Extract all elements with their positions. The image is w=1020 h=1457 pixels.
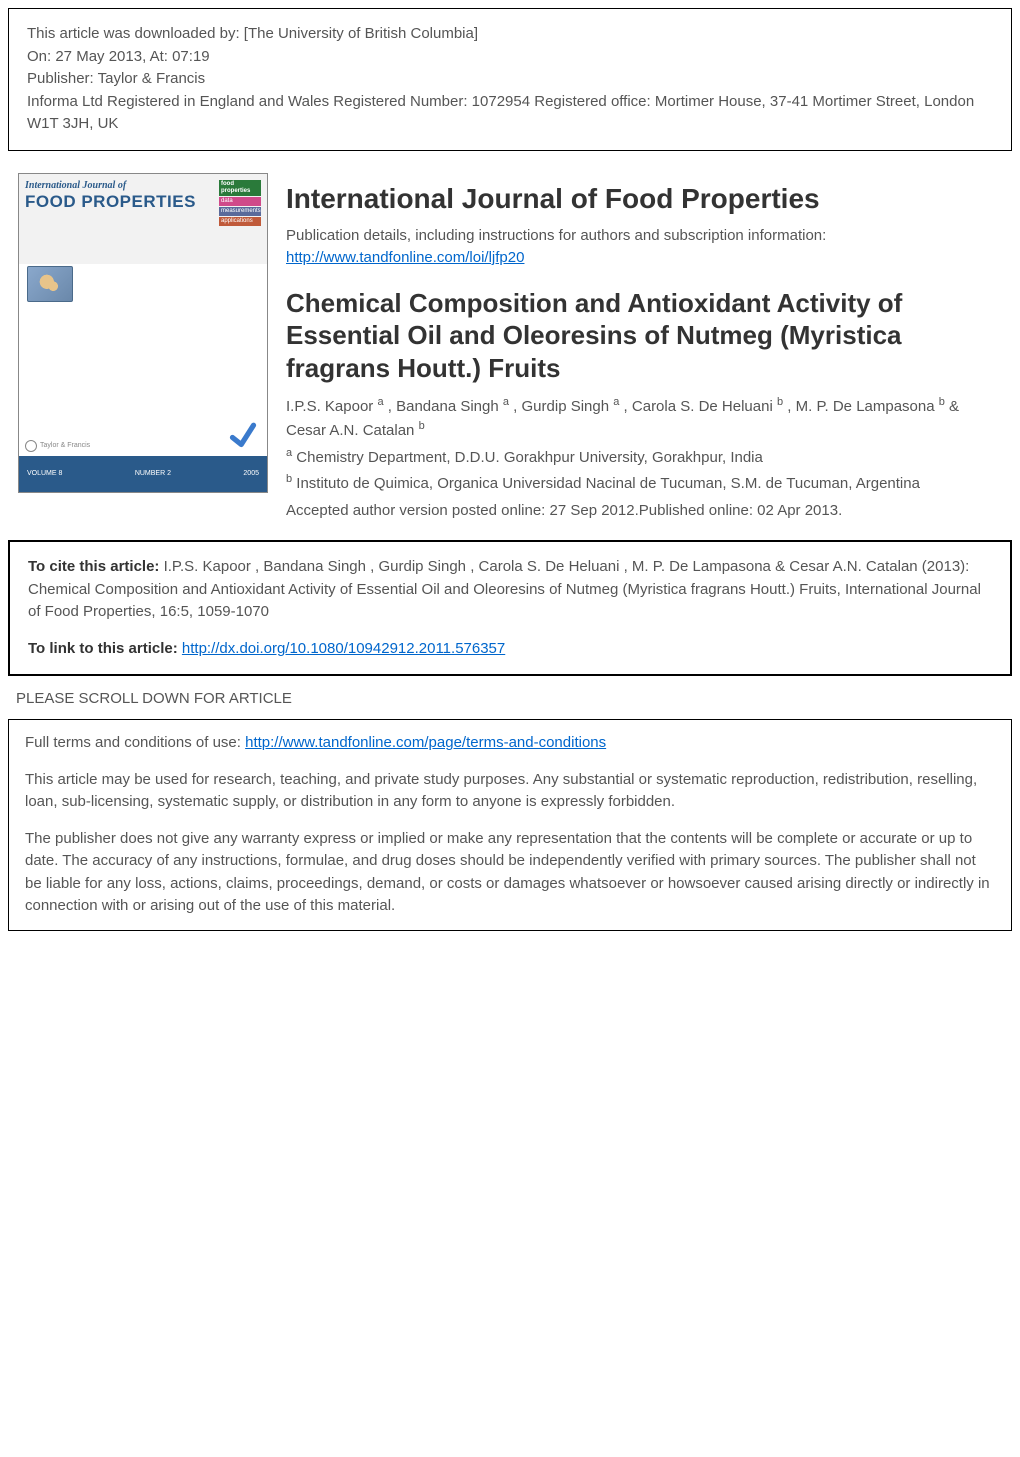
author: M. P. De Lampasona [796, 398, 935, 415]
download-line: Informa Ltd Registered in England and Wa… [27, 91, 993, 136]
author-aff: b [939, 396, 945, 408]
doi-link[interactable]: http://dx.doi.org/10.1080/10942912.2011.… [182, 640, 505, 657]
cover-volume: VOLUME 8 [27, 470, 62, 477]
journal-loi-link[interactable]: http://www.tandfonline.com/loi/ljfp20 [286, 249, 524, 266]
author-aff: a [377, 396, 383, 408]
crossmark-icon [229, 420, 257, 448]
cover-thumbnail[interactable]: International Journal of FOOD PROPERTIES… [18, 173, 268, 493]
publication-dates: Accepted author version posted online: 2… [286, 499, 1002, 522]
cover-number: NUMBER 2 [135, 470, 171, 477]
doi-link-label: To link to this article: [28, 640, 182, 657]
author-aff: b [419, 420, 425, 432]
author: Bandana Singh [396, 398, 499, 415]
terms-link[interactable]: http://www.tandfonline.com/page/terms-an… [245, 734, 606, 751]
journal-meta: International Journal of Food Properties… [286, 173, 1002, 523]
publisher-mark-icon: Taylor & Francis [25, 440, 90, 452]
journal-row: International Journal of FOOD PROPERTIES… [0, 159, 1020, 523]
cite-text: I.P.S. Kapoor , Bandana Singh , Gurdip S… [28, 558, 981, 620]
badge-line: food properties [219, 180, 261, 196]
header-box: This article was downloaded by: [The Uni… [8, 8, 1012, 151]
cover-year: 2005 [243, 470, 259, 477]
terms-paragraph: This article may be used for research, t… [25, 769, 995, 814]
author: I.P.S. Kapoor [286, 398, 373, 415]
author-aff: a [613, 396, 619, 408]
affiliation-text: Instituto de Quimica, Organica Universid… [296, 475, 920, 492]
affiliation-text: Chemistry Department, D.D.U. Gorakhpur U… [296, 449, 763, 466]
scroll-down-note: PLEASE SCROLL DOWN FOR ARTICLE [16, 690, 1004, 707]
terms-box: Full terms and conditions of use: http:/… [8, 719, 1012, 931]
affiliation-b: b Instituto de Quimica, Organica Univers… [286, 471, 1002, 495]
author-aff: b [777, 396, 783, 408]
cover-main-label: FOOD PROPERTIES [25, 192, 196, 211]
author: Cesar A.N. Catalan [286, 422, 414, 439]
download-info: This article was downloaded by: [The Uni… [9, 9, 1011, 150]
author-aff: a [503, 396, 509, 408]
author-list: I.P.S. Kapoor a , Bandana Singh a , Gurd… [286, 394, 1002, 443]
terms-line: Full terms and conditions of use: http:/… [25, 732, 995, 755]
cover-photo-icon [27, 266, 73, 302]
cite-label: To cite this article: [28, 558, 164, 575]
download-line: This article was downloaded by: [The Uni… [27, 23, 993, 46]
badge-line: measurements [219, 207, 261, 216]
download-line: Publisher: Taylor & Francis [27, 68, 993, 91]
badge-line: data [219, 197, 261, 206]
journal-pub-details: Publication details, including instructi… [286, 225, 1002, 247]
cover-footer: VOLUME 8 NUMBER 2 2005 [19, 456, 267, 492]
terms-paragraph: The publisher does not give any warranty… [25, 828, 995, 918]
journal-cover: International Journal of FOOD PROPERTIES… [18, 173, 268, 523]
article-title: Chemical Composition and Antioxidant Act… [286, 287, 1002, 385]
citation-box: To cite this article: I.P.S. Kapoor , Ba… [8, 540, 1012, 676]
badge-line: applications [219, 217, 261, 226]
download-line: On: 27 May 2013, At: 07:19 [27, 46, 993, 69]
journal-title: International Journal of Food Properties [286, 179, 1002, 220]
cover-badge-icon: food properties data measurements applic… [219, 180, 261, 227]
author: Gurdip Singh [522, 398, 610, 415]
affiliation-a: a Chemistry Department, D.D.U. Gorakhpur… [286, 445, 1002, 469]
terms-prefix: Full terms and conditions of use: [25, 734, 245, 751]
author: Carola S. De Heluani [632, 398, 773, 415]
cover-intl-label: International Journal of [25, 180, 196, 191]
